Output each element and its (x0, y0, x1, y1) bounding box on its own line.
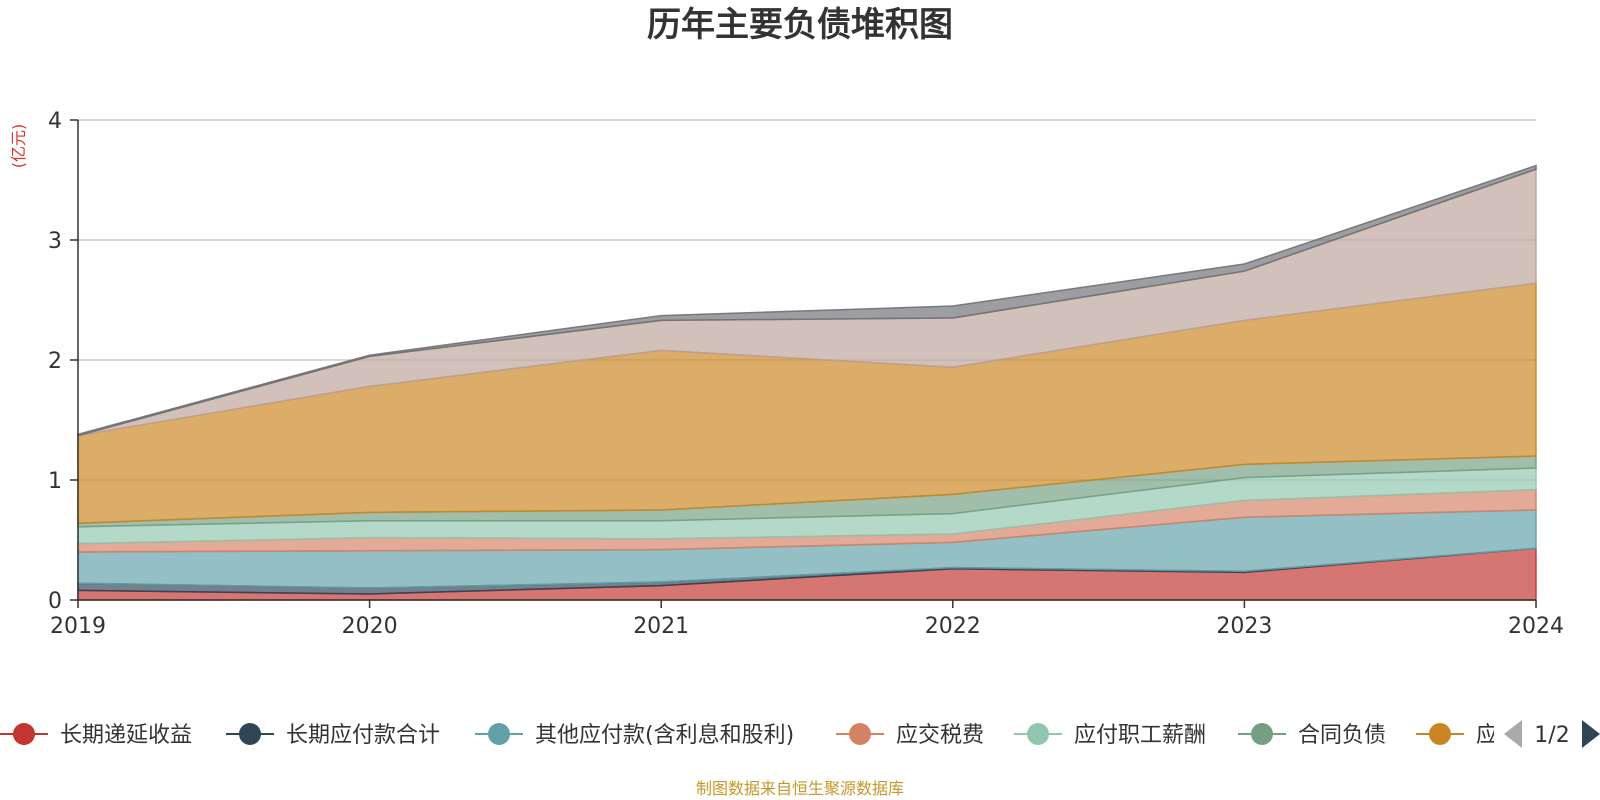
area-series (77, 164, 1537, 601)
legend-item[interactable]: 合同负债 (1238, 723, 1386, 748)
legend-marker (1027, 723, 1049, 745)
legend-label: 其他应付款(含利息和股利) (535, 723, 794, 748)
axes: 0 1 2 3 4 2019 2020 2021 2022 2023 2024 (48, 109, 1564, 639)
legend-item[interactable]: 应交税费 (836, 723, 984, 748)
legend-pager[interactable]: 1/2 (1504, 720, 1600, 748)
legend-label: 应交税费 (896, 723, 984, 748)
y-tick-label: 3 (48, 229, 62, 254)
legend-prev-icon[interactable] (1504, 720, 1522, 748)
legend-items: 长期递延收益 长期应付款合计 其他应付款(含利息和股利) 应交税费 应付职工薪酬 合同负债… (0, 723, 1498, 748)
legend-marker (488, 723, 510, 745)
legend-page-indicator: 1/2 (1534, 723, 1569, 748)
legend-label: 合同负债 (1298, 723, 1386, 748)
legend-marker (849, 723, 871, 745)
y-tick-label: 2 (48, 349, 62, 374)
legend: 长期递延收益 长期应付款合计 其他应付款(含利息和股利) 应交税费 应付职工薪酬 合同负债… (0, 723, 1498, 748)
legend-marker (1251, 723, 1273, 745)
area-其他[interactable] (77, 164, 1537, 437)
legend-label: 应 (1476, 723, 1498, 748)
x-tick-label: 2021 (633, 614, 689, 639)
x-tick-label: 2022 (925, 614, 981, 639)
y-tick-label: 4 (48, 109, 62, 134)
y-axis-unit: (亿元) (9, 124, 28, 169)
legend-item[interactable]: 长期递延收益 (0, 723, 192, 748)
x-tick-label: 2024 (1508, 614, 1564, 639)
legend-item[interactable]: 其他应付款(含利息和股利) (475, 723, 794, 748)
legend-label: 长期递延收益 (60, 723, 192, 748)
x-tick-label: 2019 (50, 614, 106, 639)
legend-marker (13, 723, 35, 745)
x-tick-label: 2023 (1216, 614, 1272, 639)
y-tick-label: 1 (48, 469, 62, 494)
legend-label: 应付职工薪酬 (1074, 723, 1206, 748)
legend-item[interactable]: 应 (1416, 723, 1498, 748)
legend-marker (1429, 723, 1451, 745)
legend-label: 长期应付款合计 (286, 723, 440, 748)
source-note: 制图数据来自恒生聚源数据库 (696, 779, 904, 798)
x-tick-label: 2020 (342, 614, 398, 639)
legend-marker (239, 723, 261, 745)
legend-next-icon[interactable] (1582, 720, 1600, 748)
chart-title: 历年主要负债堆积图 (647, 5, 953, 45)
y-tick-label: 0 (48, 589, 62, 614)
legend-item[interactable]: 长期应付款合计 (226, 723, 440, 748)
legend-item[interactable]: 应付职工薪酬 (1014, 723, 1206, 748)
